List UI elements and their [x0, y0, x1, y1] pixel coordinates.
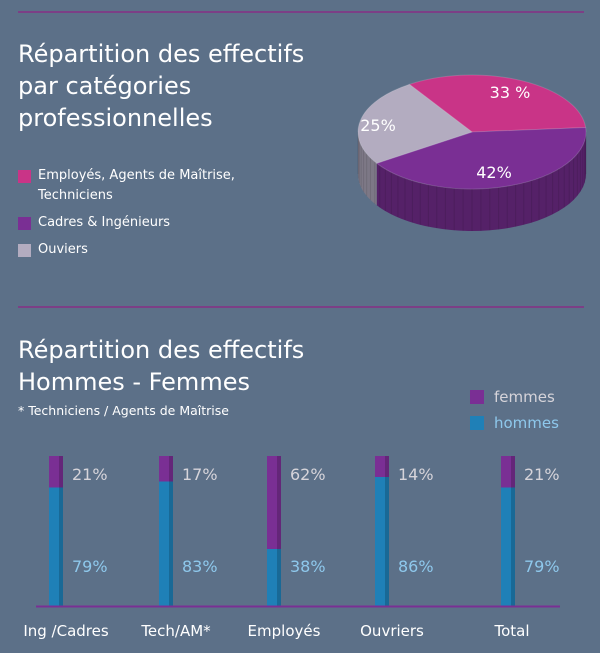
bar-legend-item-femmes: femmes — [470, 384, 559, 410]
footnote: * Techniciens / Agents de Maîtrise — [18, 403, 229, 418]
bar-femmes-0 — [49, 456, 63, 488]
bar-label-femmes-4: 21% — [524, 465, 560, 484]
bar-label-hommes-1: 83% — [182, 557, 218, 576]
pie-title-line-2: par catégories — [18, 72, 192, 100]
pie-legend: Employés, Agents de Maîtrise, Technicien… — [18, 166, 258, 267]
bar-hommes-0 — [49, 487, 63, 606]
legend-swatch-hommes — [470, 416, 484, 430]
bar-hommes-1 — [159, 481, 173, 606]
pie-legend-item-employes: Employés, Agents de Maîtrise, Technicien… — [18, 166, 258, 206]
bar-femmes-shade-1 — [169, 456, 173, 482]
bar-femmes-2 — [267, 456, 281, 549]
bar-label-hommes-4: 79% — [524, 557, 560, 576]
bar-category-label-3: Ouvriers — [360, 622, 424, 640]
bar-category-label-4: Total — [493, 622, 529, 640]
bar-category-label-1: Tech/AM* — [140, 622, 211, 640]
bar-hommes-2 — [267, 549, 281, 606]
bar-section-title: Répartition des effectifs Hommes - Femme… — [18, 334, 304, 398]
bar-hommes-shade-2 — [277, 549, 281, 606]
pie-side-1-0 — [376, 132, 586, 231]
middle-divider — [18, 306, 584, 308]
bar-label-femmes-0: 21% — [72, 465, 108, 484]
pie-slice-0 — [408, 74, 587, 133]
bar-femmes-shade-2 — [277, 456, 281, 549]
bar-category-label-2: Employés — [248, 622, 321, 640]
pie-slice-1 — [375, 126, 587, 190]
bar-legend: femmes hommes — [470, 384, 559, 436]
bar-label-hommes-3: 86% — [398, 557, 434, 576]
bar-title-line-1: Répartition des effectifs — [18, 336, 305, 364]
bar-category-label-0: Ing /Cadres — [23, 622, 109, 640]
bar-legend-item-hommes: hommes — [470, 410, 559, 436]
bar-femmes-1 — [159, 456, 173, 482]
bar-label-femmes-1: 17% — [182, 465, 218, 484]
pie-label-0: 33 % — [490, 83, 531, 102]
bar-femmes-shade-0 — [59, 456, 63, 488]
pie-section-title: Répartition des effectifs par catégories… — [18, 38, 304, 134]
legend-label-employes-line-1: Employés, Agents de Maîtrise, — [38, 168, 235, 183]
bar-hommes-4 — [501, 487, 515, 606]
bar-label-hommes-0: 79% — [72, 557, 108, 576]
bar-label-hommes-2: 38% — [290, 557, 326, 576]
bar-title-line-2: Hommes - Femmes — [18, 368, 250, 396]
legend-label-ouviers: Ouviers — [38, 242, 88, 257]
pie-legend-item-ouviers: Ouviers — [18, 240, 258, 260]
pie-slice-2 — [357, 83, 474, 164]
bar-label-femmes-2: 62% — [290, 465, 326, 484]
top-divider — [18, 11, 584, 13]
legend-swatch-purple — [18, 217, 31, 230]
bar-hommes-3 — [375, 477, 389, 606]
bar-femmes-4 — [501, 456, 515, 488]
pie-label-1: 42% — [476, 163, 512, 182]
bar-hommes-shade-1 — [169, 481, 173, 606]
pie-title-line-1: Répartition des effectifs — [18, 40, 305, 68]
legend-label-cadres: Cadres & Ingénieurs — [38, 215, 171, 230]
bar-femmes-shade-4 — [511, 456, 515, 488]
legend-label-employes-line-2: Techniciens — [38, 188, 113, 203]
legend-label-femmes: femmes — [494, 388, 555, 406]
bar-hommes-shade-0 — [59, 487, 63, 606]
pie-side-2-0 — [358, 132, 377, 206]
legend-swatch-femmes — [470, 390, 484, 404]
pie-legend-item-cadres: Cadres & Ingénieurs — [18, 213, 258, 233]
bar-hommes-shade-4 — [511, 487, 515, 606]
bar-femmes-shade-3 — [385, 456, 389, 477]
bar-label-femmes-3: 14% — [398, 465, 434, 484]
pie-title-line-3: professionnelles — [18, 104, 213, 132]
bar-femmes-3 — [375, 456, 389, 477]
legend-swatch-grey — [18, 244, 31, 257]
legend-swatch-pink — [18, 170, 31, 183]
legend-label-hommes: hommes — [494, 414, 559, 432]
pie-label-2: 25% — [360, 116, 396, 135]
bar-hommes-shade-3 — [385, 477, 389, 606]
